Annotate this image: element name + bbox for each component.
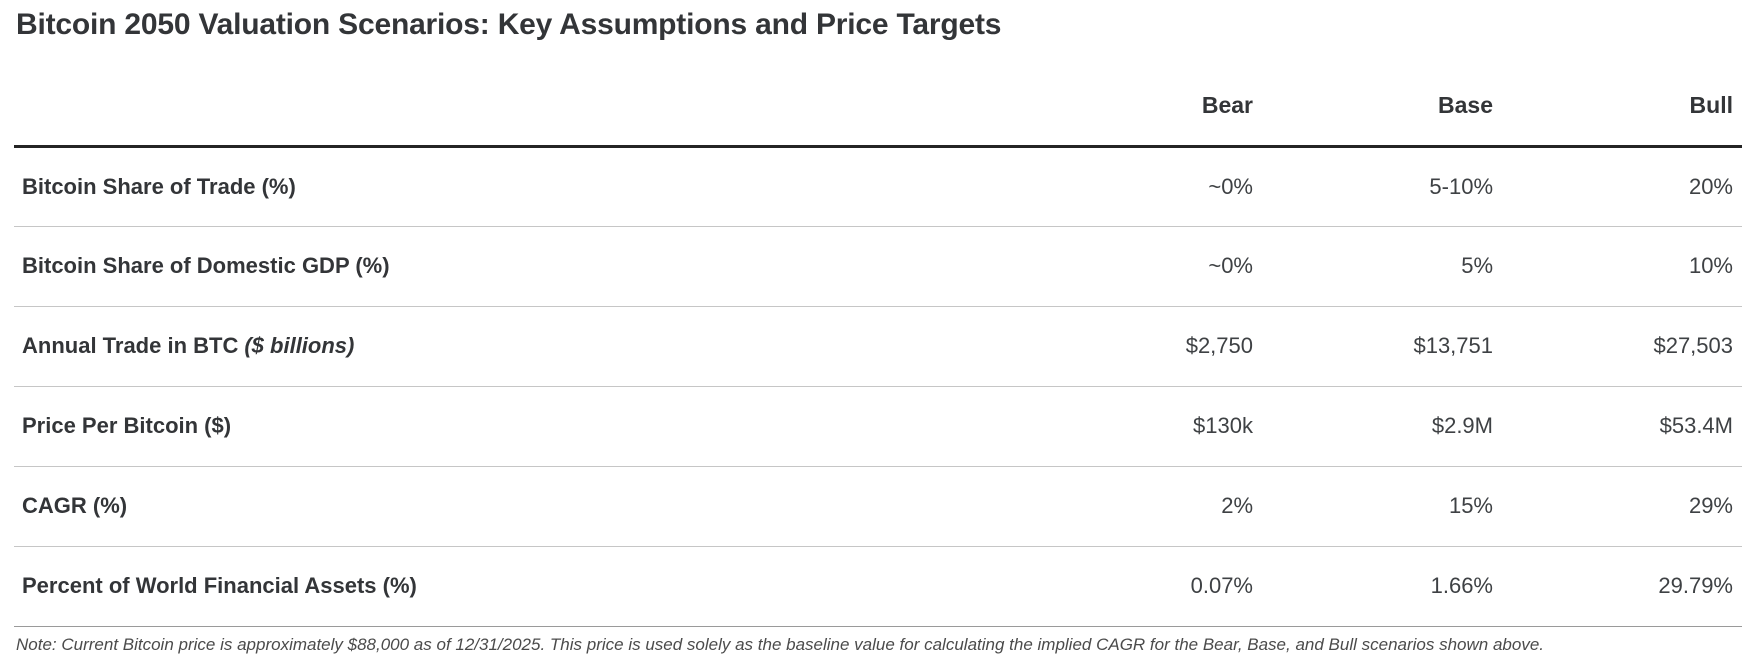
table-row: Annual Trade in BTC ($ billions) $2,750 $… [14, 306, 1742, 387]
page-title: Bitcoin 2050 Valuation Scenarios: Key As… [16, 8, 1002, 41]
cell-trade-base: 5-10% [1262, 146, 1502, 227]
row-label-text: Bitcoin Share of Domestic GDP (%) [22, 253, 390, 278]
cell-annual-trade-bull: $27,503 [1502, 306, 1742, 387]
row-label-cagr: CAGR (%) [14, 466, 1022, 547]
cell-cagr-bear: 2% [1022, 466, 1262, 547]
header-row: Bear Base Bull [14, 42, 1742, 148]
row-label-text: CAGR (%) [22, 493, 128, 518]
cell-price-bear: $130k [1022, 386, 1262, 467]
row-label-text: Annual Trade in BTC [22, 333, 239, 358]
row-label-text: Percent of World Financial Assets (%) [22, 573, 417, 598]
row-label-text: Bitcoin Share of Trade (%) [22, 173, 296, 199]
header-cell-base: Base [1262, 42, 1502, 148]
valuation-scenarios-table: Bear Base Bull Bitcoin Share of Trade (%… [14, 42, 1742, 627]
row-label-italic-text: ($ billions) [244, 333, 355, 358]
cell-price-base: $2.9M [1262, 386, 1502, 467]
cell-annual-trade-base: $13,751 [1262, 306, 1502, 387]
cell-cagr-base: 15% [1262, 466, 1502, 547]
table-header: Bear Base Bull [14, 42, 1742, 148]
cell-gdp-bear: ~0% [1022, 226, 1262, 307]
cell-cagr-bull: 29% [1502, 466, 1742, 547]
row-label-percent-world-financial-assets: Percent of World Financial Assets (%) [14, 546, 1022, 627]
cell-world-assets-bear: 0.07% [1022, 546, 1262, 627]
cell-annual-trade-bear: $2,750 [1022, 306, 1262, 387]
row-label-annual-trade-in-btc: Annual Trade in BTC ($ billions) [14, 306, 1022, 387]
row-label-price-per-bitcoin: Price Per Bitcoin ($) [14, 386, 1022, 467]
table-row: Bitcoin Share of Trade (%) ~0% 5-10% 20% [14, 146, 1742, 227]
header-cell-bear: Bear [1022, 42, 1262, 148]
header-cell-bull: Bull [1502, 42, 1742, 148]
cell-trade-bull: 20% [1502, 146, 1742, 227]
row-label-bitcoin-share-of-gdp: Bitcoin Share of Domestic GDP (%) [14, 226, 1022, 307]
cell-world-assets-bull: 29.79% [1502, 546, 1742, 627]
table-row: Percent of World Financial Assets (%) 0.… [14, 546, 1742, 627]
row-label-bitcoin-share-of-trade: Bitcoin Share of Trade (%) [14, 146, 1022, 227]
table-row: CAGR (%) 2% 15% 29% [14, 466, 1742, 547]
table-body: Bitcoin Share of Trade (%) ~0% 5-10% 20%… [14, 146, 1742, 627]
row-label-text: Price Per Bitcoin ($) [22, 413, 232, 438]
header-cell-blank [14, 42, 1022, 148]
cell-gdp-base: 5% [1262, 226, 1502, 307]
cell-gdp-bull: 10% [1502, 226, 1742, 307]
table-footnote: Note: Current Bitcoin price is approxima… [16, 634, 1544, 654]
table-row: Price Per Bitcoin ($) $130k $2.9M $53.4M [14, 386, 1742, 467]
table-row: Bitcoin Share of Domestic GDP (%) ~0% 5%… [14, 226, 1742, 307]
cell-price-bull: $53.4M [1502, 386, 1742, 467]
cell-world-assets-base: 1.66% [1262, 546, 1502, 627]
cell-trade-bear: ~0% [1022, 146, 1262, 227]
